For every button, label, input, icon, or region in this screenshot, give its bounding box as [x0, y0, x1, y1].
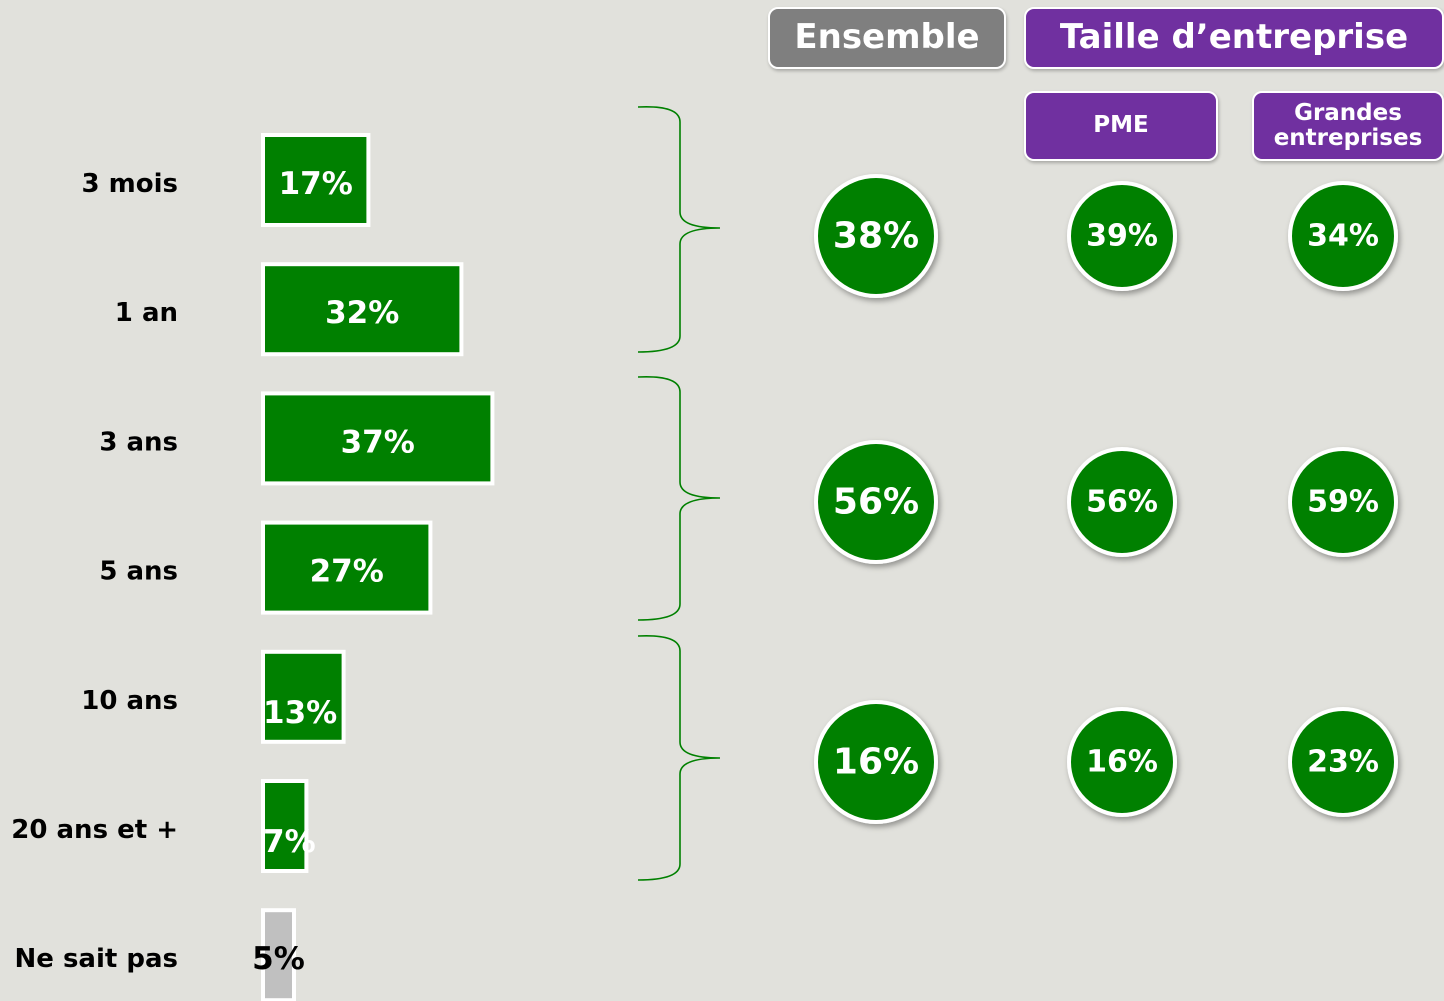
category-label: 3 mois — [82, 169, 178, 199]
circle-label: 16% — [833, 742, 919, 783]
bar — [261, 391, 495, 486]
value-circle — [814, 174, 938, 298]
bar — [261, 649, 346, 744]
header-ensemble: Ensemble — [768, 7, 1006, 69]
circle-label: 38% — [833, 216, 919, 257]
bracket — [637, 105, 721, 353]
circle-label: 56% — [833, 482, 919, 523]
brackets — [637, 105, 721, 881]
category-label: 3 ans — [99, 427, 178, 457]
value-circle — [1288, 707, 1398, 817]
value-label: 17% — [279, 166, 353, 202]
value-circle — [1067, 181, 1177, 291]
bar — [261, 133, 371, 227]
bracket — [637, 634, 721, 881]
bracket — [637, 375, 721, 621]
bar — [261, 779, 309, 873]
bar — [261, 908, 296, 1001]
value-circle — [1067, 707, 1177, 817]
value-label: 5% — [252, 941, 305, 977]
value-circle — [814, 700, 938, 824]
bar — [261, 262, 464, 357]
value-circle — [814, 440, 938, 564]
column-header: Grandes entreprises — [1252, 91, 1444, 161]
circle-label: 34% — [1307, 219, 1379, 254]
header-taille: Taille d’entreprise — [1024, 7, 1444, 69]
value-circle — [1067, 447, 1177, 557]
circle-label: 39% — [1086, 219, 1158, 254]
value-label: 37% — [341, 424, 415, 460]
category-label: 10 ans — [81, 686, 178, 716]
value-label: 7% — [263, 824, 316, 860]
category-label: 1 an — [115, 298, 178, 328]
value-circle — [1288, 181, 1398, 291]
circle-label: 56% — [1086, 485, 1158, 520]
value-label: 32% — [325, 295, 399, 331]
circle-label: 16% — [1086, 745, 1158, 780]
value-circle — [1288, 447, 1398, 557]
category-label: Ne sait pas — [15, 944, 179, 974]
circle-label: 59% — [1307, 485, 1379, 520]
column-header: PME — [1024, 91, 1218, 161]
category-label: 5 ans — [99, 557, 178, 587]
circle-label: 23% — [1307, 745, 1379, 780]
value-label: 27% — [310, 554, 384, 590]
category-label: 20 ans et + — [11, 815, 178, 845]
bar — [261, 520, 433, 615]
value-label: 13% — [263, 695, 337, 731]
